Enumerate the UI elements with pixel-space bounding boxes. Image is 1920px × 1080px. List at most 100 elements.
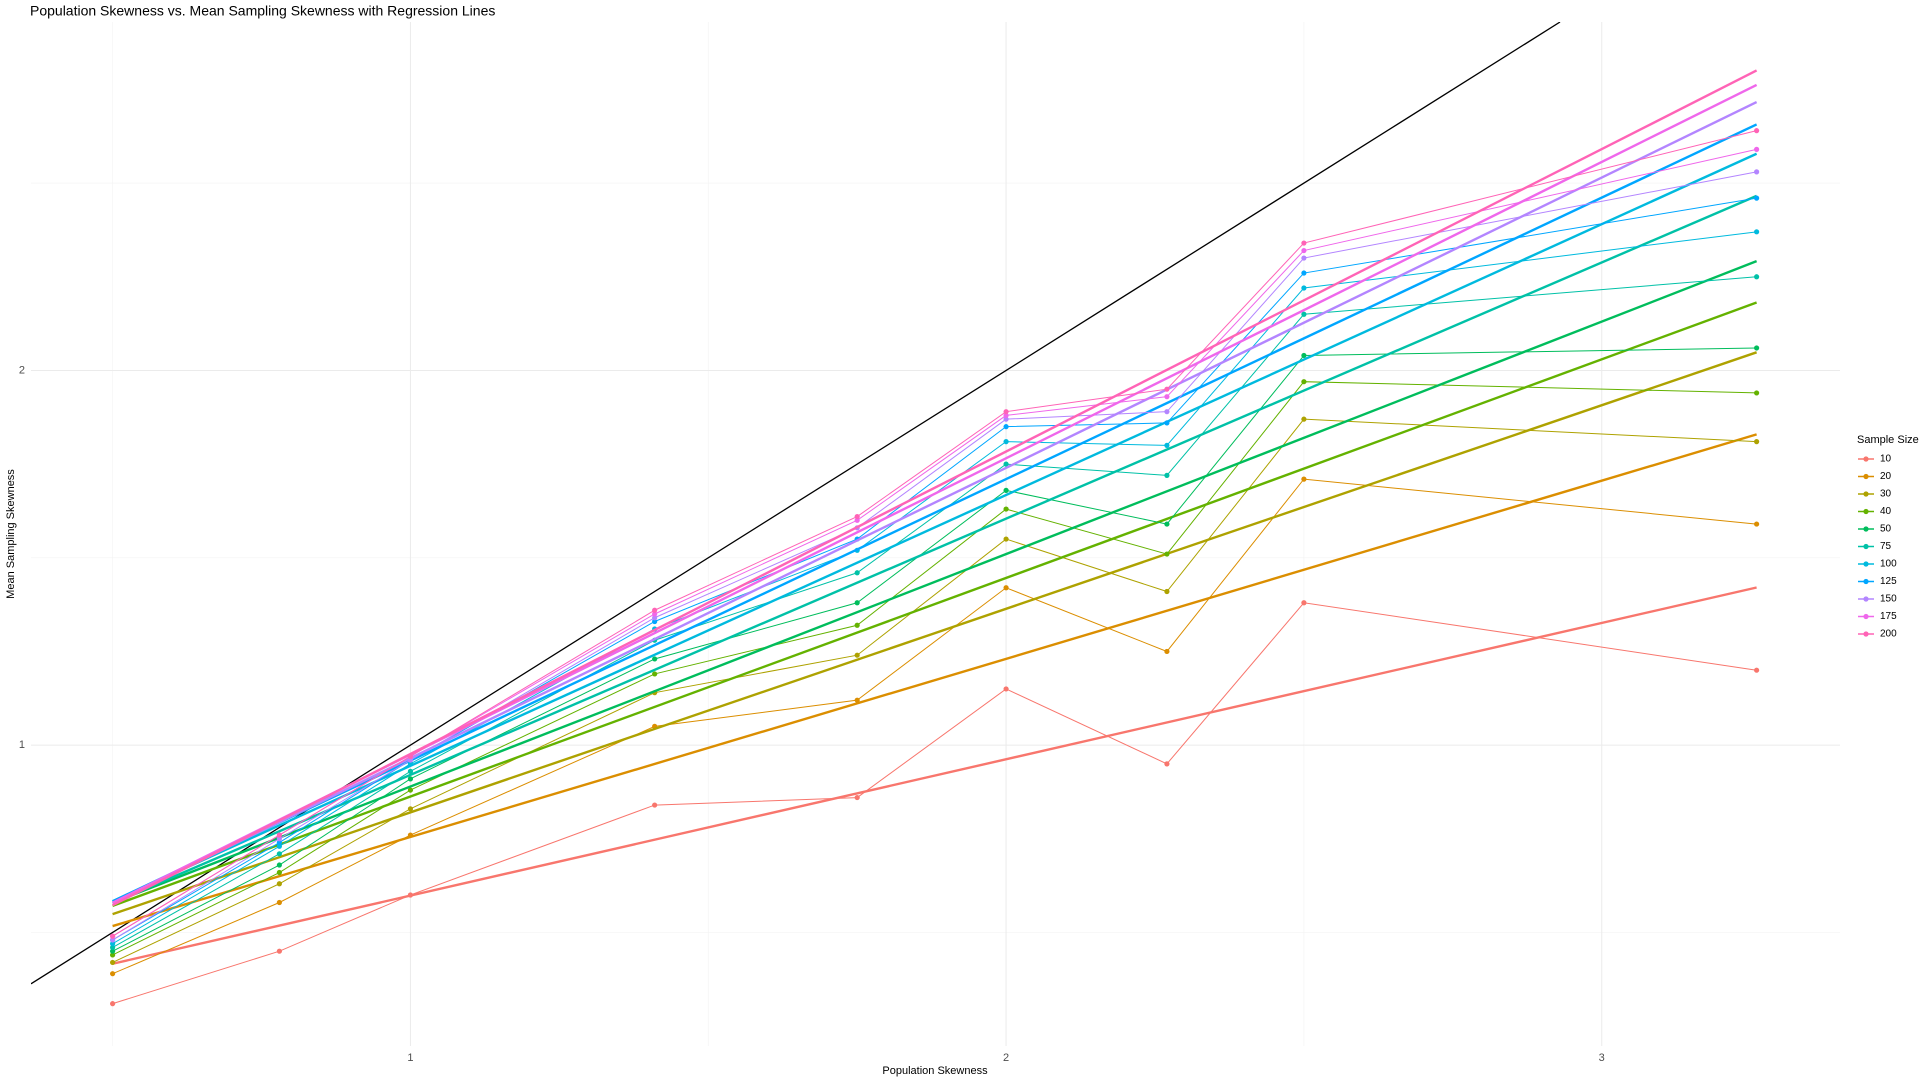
data-point [407, 806, 414, 812]
data-point [1164, 588, 1170, 595]
data-point [110, 933, 116, 939]
regression-line [112, 69, 1758, 907]
series-line [112, 148, 1757, 937]
data-point [1754, 229, 1760, 235]
legend-label: 20 [1880, 471, 1892, 482]
plot-area [31, 22, 1760, 1007]
data-point [854, 794, 860, 801]
legend-label: 50 [1880, 524, 1892, 535]
regression-line [112, 194, 1758, 905]
series-line [112, 381, 1757, 956]
data-point [1164, 409, 1170, 415]
data-point [1003, 536, 1009, 542]
legend-label: 125 [1880, 576, 1897, 587]
data-point [276, 843, 282, 849]
regression-line [112, 123, 1758, 903]
data-point [1301, 379, 1307, 385]
data-point [1754, 169, 1760, 175]
legend-swatch-dot [1863, 491, 1869, 497]
data-point [1164, 648, 1170, 655]
data-point [1003, 686, 1009, 692]
data-point [1003, 439, 1009, 445]
data-point [1754, 390, 1760, 396]
data-point [276, 832, 282, 838]
data-point [407, 892, 414, 898]
data-point [407, 757, 414, 763]
data-point [110, 941, 116, 947]
data-point [1164, 761, 1170, 767]
data-point [1003, 412, 1009, 419]
data-point [1164, 472, 1170, 478]
legend-swatch-dot [1863, 631, 1869, 637]
data-point [1754, 667, 1760, 673]
data-point [652, 656, 658, 662]
y-axis-title: Mean Sampling Skewness [5, 469, 17, 599]
data-point [1164, 551, 1170, 557]
data-point [1301, 247, 1307, 254]
data-point [407, 832, 414, 838]
series-line [112, 171, 1757, 941]
data-point [276, 839, 282, 846]
regression-line [112, 351, 1757, 916]
legend-swatch-dot [1863, 526, 1869, 532]
data-point [1301, 311, 1307, 317]
x-tick-label: 3 [1599, 1052, 1605, 1064]
data-point [652, 671, 658, 677]
data-point [1754, 128, 1760, 134]
data-point [276, 862, 282, 868]
data-point [854, 697, 860, 703]
data-point [110, 948, 116, 954]
series-line [112, 478, 1757, 975]
data-point [854, 570, 860, 576]
legend-label: 75 [1880, 541, 1892, 552]
data-point [1164, 394, 1170, 400]
y-tick-label: 1 [19, 739, 25, 751]
data-point [276, 899, 282, 906]
data-point [110, 1001, 116, 1007]
regression-line [112, 301, 1758, 907]
regression-line [112, 586, 1757, 965]
data-point [1301, 270, 1307, 276]
data-point [407, 753, 414, 759]
data-point [1003, 506, 1009, 512]
data-point [854, 622, 860, 628]
data-point [1164, 386, 1170, 392]
data-point [276, 869, 282, 876]
legend-label: 150 [1880, 594, 1897, 605]
data-point [110, 937, 116, 943]
data-point [407, 761, 414, 767]
series-line [112, 347, 1757, 952]
data-point [1003, 409, 1009, 415]
data-point [1003, 487, 1009, 493]
legend-title: Sample Size [1857, 434, 1919, 446]
data-point [110, 971, 116, 977]
legend-swatch-dot [1863, 543, 1869, 550]
data-point [1301, 600, 1307, 606]
regression-line [112, 260, 1758, 904]
data-point [110, 944, 116, 951]
legend-swatch-dot [1863, 473, 1869, 480]
data-point [652, 802, 658, 808]
data-point [1003, 585, 1009, 591]
data-point [854, 513, 860, 520]
data-point [110, 952, 116, 958]
series-line [112, 418, 1757, 963]
legend-label: 175 [1880, 611, 1897, 622]
legend-swatch-dot [1863, 613, 1869, 620]
data-point [407, 787, 414, 793]
legend-label: 30 [1880, 489, 1892, 500]
data-point [1003, 461, 1009, 467]
x-tick-label: 1 [407, 1052, 413, 1064]
legend-label: 100 [1880, 559, 1897, 570]
data-point [1164, 521, 1170, 527]
data-point [1301, 255, 1307, 261]
data-point [1301, 240, 1307, 246]
data-point [1754, 195, 1760, 201]
legend-swatch-dot [1863, 561, 1869, 567]
data-point [1754, 521, 1760, 527]
chart-title: Population Skewness vs. Mean Sampling Sk… [30, 3, 495, 19]
data-point [854, 517, 860, 523]
data-point [407, 776, 414, 782]
legend-label: 10 [1880, 454, 1892, 465]
